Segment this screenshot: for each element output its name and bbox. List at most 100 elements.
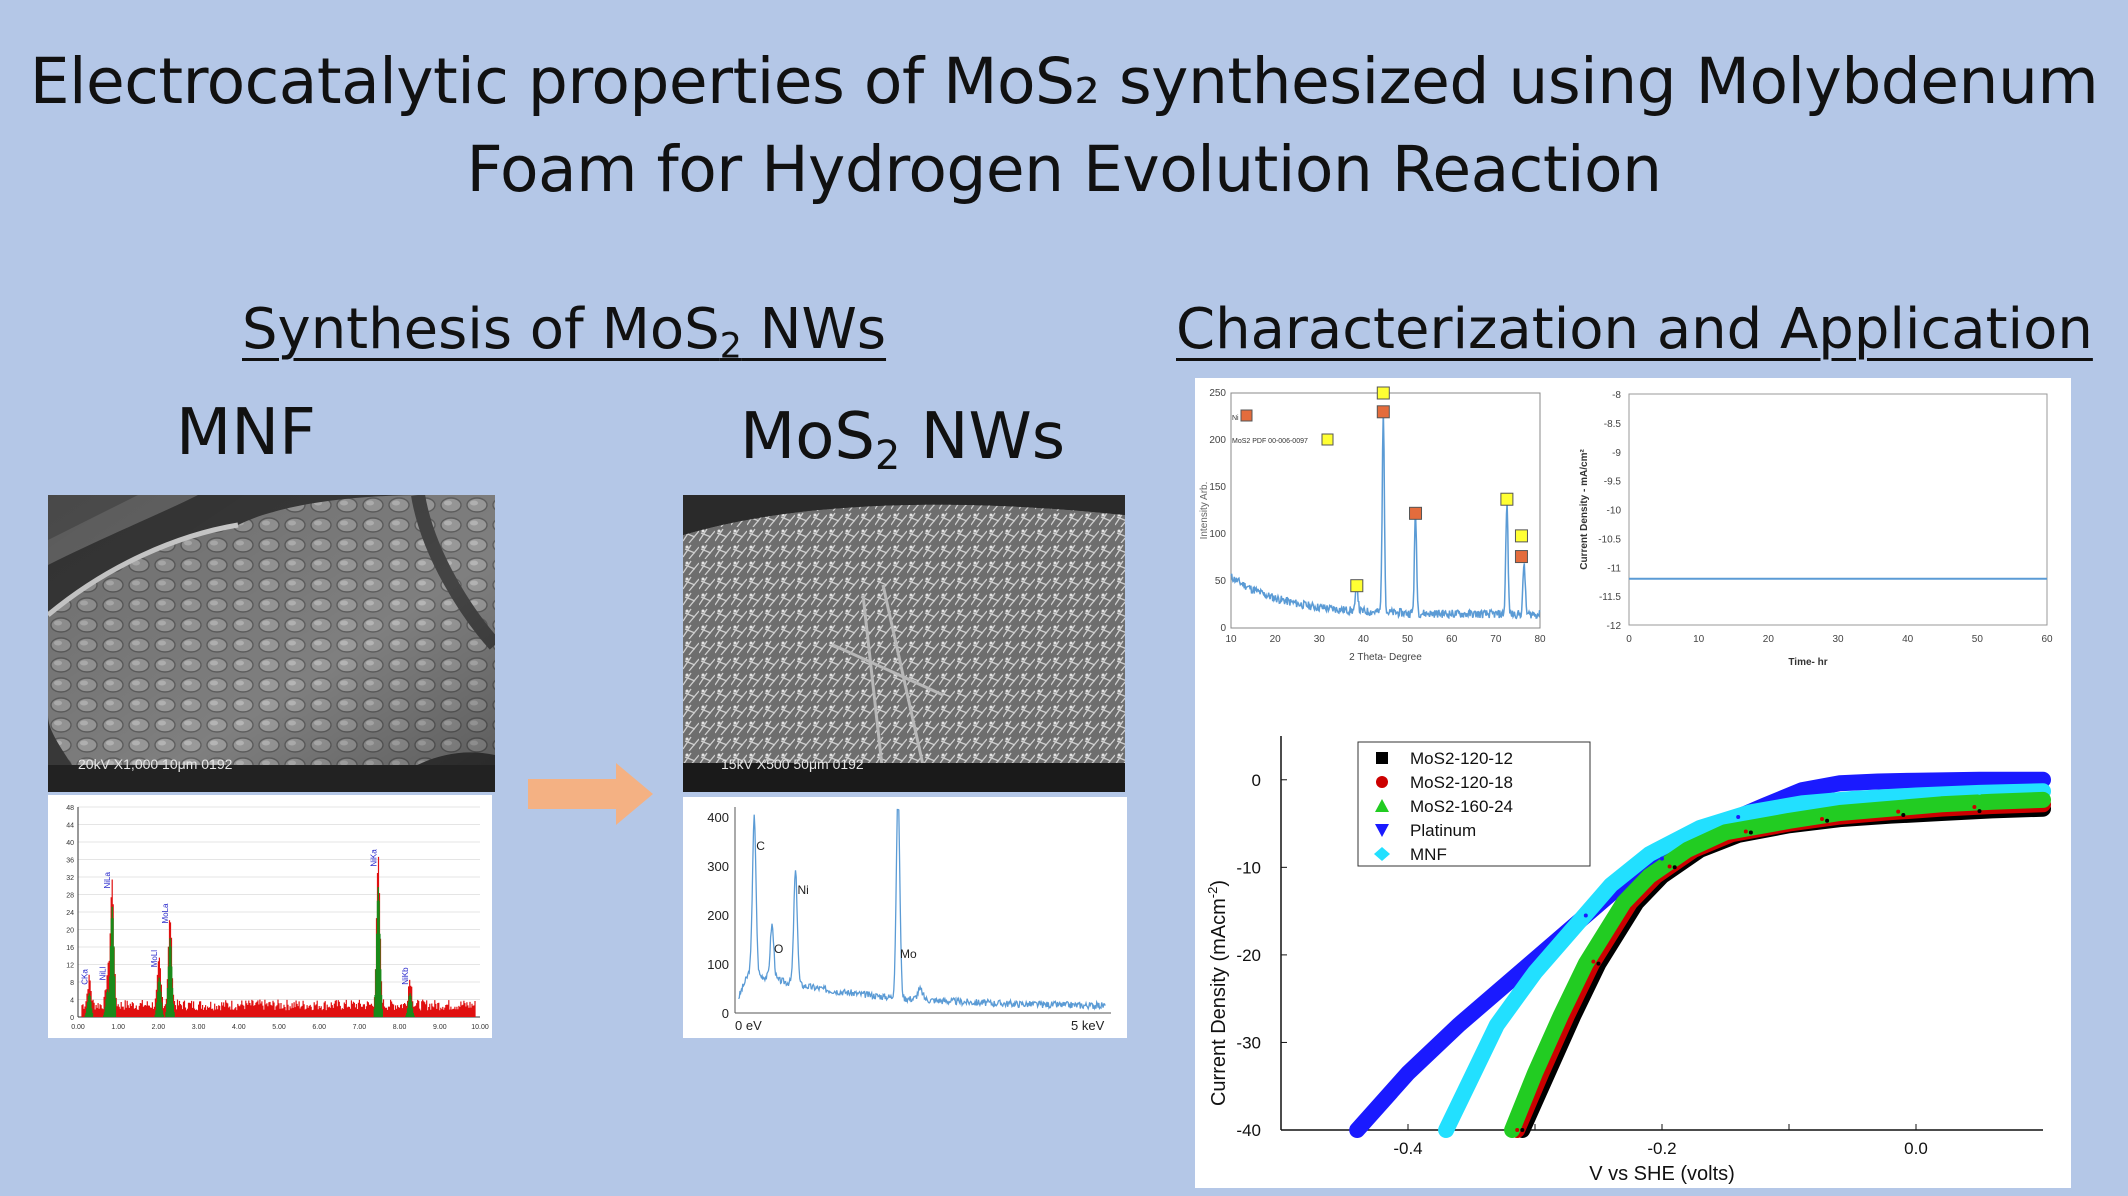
lsv-xtick: -0.2 <box>1647 1139 1676 1158</box>
lsv-data-point <box>1355 1128 1360 1132</box>
xrd-ni-marker <box>1409 506 1423 520</box>
stability-ytick: -8 <box>1612 390 1621 401</box>
eds1-xtick: 7.00 <box>353 1024 367 1031</box>
lsv-data-point <box>1820 817 1824 821</box>
xrd-ni-marker <box>1376 405 1390 419</box>
stability-xlabel: Time- hr <box>1788 657 1827 668</box>
lsv-data-point <box>2041 777 2045 782</box>
lsv-xtick: -0.4 <box>1393 1139 1422 1158</box>
eds1-peak-fill <box>405 993 415 1017</box>
lsv-xtick: 0.0 <box>1904 1139 1928 1158</box>
lsv-legend-marker <box>1376 752 1388 764</box>
lsv-ytick: -20 <box>1236 946 1261 965</box>
eds1-ytick: 24 <box>66 910 74 917</box>
lsv-legend-label: MoS2-120-12 <box>1410 749 1513 768</box>
xrd-mos2-marker <box>1376 386 1390 400</box>
stability-xtick: 20 <box>1763 634 1775 645</box>
eds1-ytick: 8 <box>70 980 74 987</box>
xrd-legend-mos2-label: MoS2 PDF 00-006-0097 <box>1232 438 1308 445</box>
lsv-data-point <box>1748 830 1753 835</box>
eds2-peak-label: Mo <box>900 947 917 961</box>
eds1-ytick: 12 <box>66 963 74 970</box>
xrd-legend-mos2-swatch <box>1321 433 1334 446</box>
lsv-data-point <box>1825 799 1830 804</box>
eds1-xtick: 4.00 <box>232 1024 246 1031</box>
stability-ytick: -11 <box>1607 563 1621 574</box>
eds1-xtick: 5.00 <box>272 1024 286 1031</box>
lsv-legend-marker <box>1375 824 1389 837</box>
xrd-pattern <box>1230 410 1541 620</box>
eds2-x-start: 0 eV <box>735 1018 762 1033</box>
lsv-data-point <box>1520 987 1525 992</box>
xrd-xtick: 30 <box>1314 634 1326 645</box>
lsv-data-point <box>1812 785 1817 790</box>
lsv-data-point <box>1431 1047 1436 1051</box>
lsv-ylabel: Current Density (mAcm-2) <box>1205 880 1230 1106</box>
eds2-peak-label: Ni <box>798 883 809 897</box>
eds1-peak-label: MoLa <box>161 903 170 924</box>
lsv-data-point <box>1888 779 1893 784</box>
lsv-data-point <box>1583 913 1588 918</box>
lsv-legend-label: MNF <box>1410 845 1447 864</box>
lsv-series-line <box>1514 800 2051 1138</box>
mnf-label: MNF <box>176 396 316 470</box>
eds2-peak-label: O <box>774 942 783 956</box>
stability-plot-frame <box>1628 393 2048 626</box>
title-line-2: Foam for Hydrogen Evolution Reaction <box>466 133 1663 206</box>
lsv-data-point <box>1977 809 1982 814</box>
eds1-peak-label: MoLl <box>150 950 159 968</box>
eds1-peak-label: CKa <box>80 969 89 985</box>
lsv-data-point <box>1510 1128 1515 1132</box>
lsv-data-point <box>1964 778 1969 782</box>
lsv-ytick: -30 <box>1236 1033 1261 1052</box>
eds2-spectrum <box>738 808 1106 1011</box>
stability-ytick: -9.5 <box>1604 477 1622 488</box>
xrd-xtick: 80 <box>1534 634 1546 645</box>
eds2-peak-label: C <box>756 839 765 853</box>
stability-xtick: 30 <box>1832 634 1844 645</box>
eds2-ytick: 0 <box>722 1006 729 1021</box>
eds1-peak-label: NiLa <box>103 871 112 888</box>
process-arrow <box>528 763 653 825</box>
eds1-ytick: 28 <box>66 893 74 900</box>
lsv-data-point <box>1520 1128 1525 1132</box>
eds1-peak-fill <box>103 989 112 1017</box>
eds1-xtick: 1.00 <box>111 1024 125 1031</box>
lsv-data-point <box>1667 864 1672 869</box>
eds2-ytick: 400 <box>707 810 729 825</box>
eds1-background <box>48 795 492 1038</box>
arrow-right-icon <box>528 763 653 825</box>
poster-title: Electrocatalytic properties of MoS₂ synt… <box>0 38 2128 214</box>
xrd-xlabel: 2 Theta- Degree <box>1349 652 1422 663</box>
lsv-data-point <box>1967 800 1972 805</box>
eds1-ytick: 32 <box>66 875 74 882</box>
lsv-legend-label: Platinum <box>1410 821 1476 840</box>
eds1-ytick: 40 <box>66 840 74 847</box>
lsv-series-line <box>1504 791 2051 1138</box>
xrd-xtick: 50 <box>1402 634 1414 645</box>
eds1-xtick: 2.00 <box>152 1024 166 1031</box>
eds1-xtick: 0.00 <box>71 1024 85 1031</box>
lsv-ylabel-text: Current Density (mAcm <box>1208 898 1230 1106</box>
lsv-ytick: -40 <box>1236 1121 1261 1140</box>
xrd-ni-marker <box>1514 550 1528 564</box>
lsv-ylabel-sup: -2 <box>1205 887 1220 899</box>
characterization-heading: Characterization and Application <box>1176 297 2093 362</box>
xrd-xtick: 40 <box>1358 634 1370 645</box>
sem-image-mos2-nws: 15kV X500 50μm 0192 <box>683 495 1125 792</box>
lsv-data-point <box>1738 827 1743 832</box>
lsv-data-point <box>1672 839 1677 844</box>
eds2-ytick: 200 <box>707 908 729 923</box>
eds1-xtick: 6.00 <box>312 1024 326 1031</box>
lsv-data-point <box>1896 809 1901 814</box>
title-line-1: Electrocatalytic properties of MoS₂ synt… <box>29 45 2099 118</box>
stability-xtick: 0 <box>1626 634 1632 645</box>
eds1-ytick: 16 <box>66 945 74 952</box>
xrd-xtick: 10 <box>1225 634 1237 645</box>
eds2-background <box>683 797 1127 1038</box>
xrd-legend-ni-label: Ni <box>1232 415 1239 422</box>
lsv-ytick: 0 <box>1252 771 1261 790</box>
xrd-ytick: 200 <box>1209 435 1226 446</box>
xrd-mos2-marker <box>1500 492 1514 506</box>
lsv-data-point <box>1748 810 1753 815</box>
